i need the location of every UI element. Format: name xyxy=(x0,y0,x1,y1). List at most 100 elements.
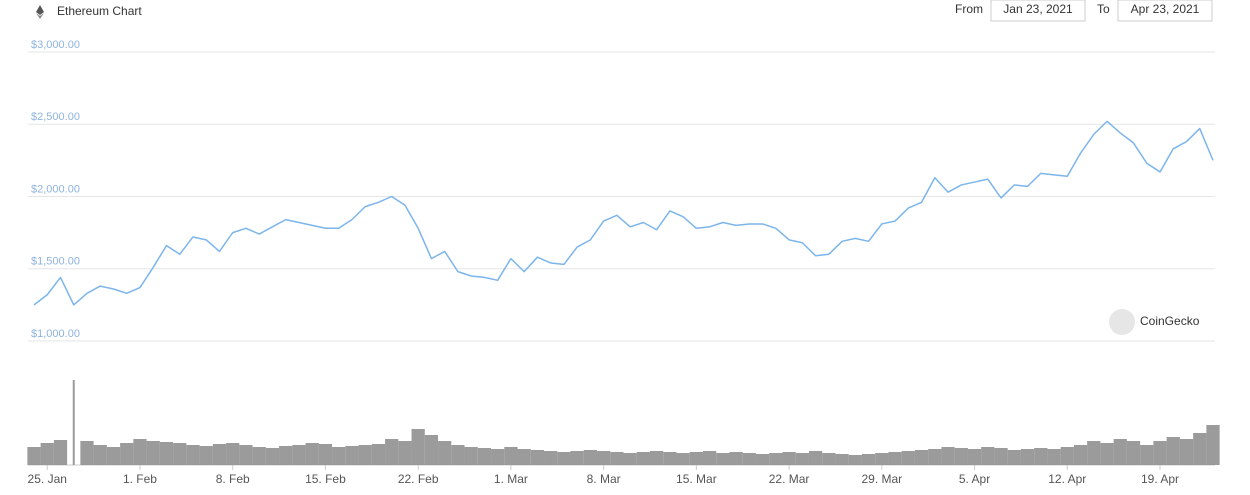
x-tick-label: 12. Apr xyxy=(1048,472,1086,486)
volume-bar xyxy=(610,452,624,465)
x-tick-label: 1. Mar xyxy=(494,472,528,486)
volume-bar xyxy=(570,451,584,465)
volume-bar xyxy=(199,446,213,465)
volume-bar xyxy=(332,447,346,465)
volume-bar xyxy=(901,451,915,465)
volume-bar xyxy=(40,443,54,465)
volume-bar xyxy=(1073,445,1088,465)
volume-bar xyxy=(557,452,571,465)
volume-bar xyxy=(769,453,783,465)
volume-bar xyxy=(1007,450,1021,465)
volume-bar xyxy=(146,441,160,465)
volume-bar xyxy=(861,454,876,465)
volume-bar xyxy=(689,452,703,465)
volume-bar xyxy=(517,449,531,465)
volume-bar xyxy=(795,453,809,465)
y-tick-label: $2,000.00 xyxy=(31,183,80,195)
volume-bar xyxy=(398,441,412,465)
x-tick-label: 8. Mar xyxy=(587,472,621,486)
from-date[interactable]: Jan 23, 2021 xyxy=(1003,2,1073,16)
volume-bar xyxy=(252,447,266,465)
volume-bar xyxy=(305,443,319,465)
volume-bar xyxy=(1126,441,1141,465)
volume-bar xyxy=(742,453,756,465)
volume-bar xyxy=(835,454,849,465)
volume-bar xyxy=(1087,441,1101,465)
volume-bar xyxy=(1100,443,1114,465)
volume-bar xyxy=(133,439,147,465)
chart-title: Ethereum Chart xyxy=(57,4,142,18)
volume-bar xyxy=(994,448,1008,465)
x-tick-label: 15. Mar xyxy=(676,472,717,486)
volume-bar xyxy=(676,453,690,465)
from-label: From xyxy=(955,2,983,16)
volume-bar xyxy=(597,451,611,465)
volume-bar xyxy=(451,445,465,465)
volume-bar xyxy=(345,446,359,465)
volume-bar xyxy=(159,442,174,465)
watermark-logo xyxy=(1109,309,1135,335)
volume-bar xyxy=(928,449,942,465)
volume-bar xyxy=(1060,447,1074,465)
x-tick-label: 22. Feb xyxy=(398,472,439,486)
volume-bar xyxy=(27,447,41,465)
volume-bar xyxy=(491,449,505,465)
volume-bar xyxy=(385,439,399,465)
volume-bar xyxy=(663,452,677,465)
x-tick-label: 22. Mar xyxy=(769,472,810,486)
volume-bar xyxy=(888,452,902,465)
y-tick-label: $1,000.00 xyxy=(31,328,80,340)
volume-bar xyxy=(358,445,372,465)
y-tick-label: $2,500.00 xyxy=(31,111,80,123)
x-tick-label: 8. Feb xyxy=(216,472,250,486)
volume-bar xyxy=(941,447,955,465)
volume-bar xyxy=(755,454,770,465)
volume-bar xyxy=(1113,439,1127,465)
volume-bar xyxy=(544,451,558,465)
volume-bar xyxy=(53,440,68,465)
volume-bar xyxy=(239,445,253,465)
volume-bar xyxy=(981,447,995,465)
volume-bar xyxy=(1020,449,1035,465)
volume-bar xyxy=(583,450,598,465)
volume-bar xyxy=(292,445,306,465)
x-tick-label: 15. Feb xyxy=(305,472,346,486)
x-tick-label: 29. Mar xyxy=(861,472,902,486)
x-tick-label: 1. Feb xyxy=(123,472,157,486)
volume-bar xyxy=(1140,445,1154,465)
to-label: To xyxy=(1097,2,1110,16)
volume-bar xyxy=(186,445,200,465)
volume-bar xyxy=(106,447,121,465)
volume-bar xyxy=(1166,437,1180,465)
volume-bar xyxy=(1047,449,1061,465)
x-tick-label: 25. Jan xyxy=(28,472,67,486)
volume-bar xyxy=(226,443,240,465)
volume-bar xyxy=(967,449,982,465)
volume-bar xyxy=(1034,448,1048,465)
volume-bar xyxy=(822,453,836,465)
volume-bar xyxy=(716,453,730,465)
volume-bar xyxy=(636,452,650,465)
x-tick-label: 19. Apr xyxy=(1141,472,1179,486)
volume-bar xyxy=(173,443,187,465)
volume-bar xyxy=(371,444,386,465)
volume-bar xyxy=(729,452,743,465)
volume-bar xyxy=(279,446,293,465)
volume-bar xyxy=(623,453,637,465)
volume-bar xyxy=(1153,441,1167,465)
volume-bar xyxy=(120,443,134,465)
volume-bar xyxy=(530,450,545,465)
eth-icon xyxy=(36,13,44,19)
volume-bar xyxy=(649,451,664,465)
from-input[interactable] xyxy=(990,0,1086,22)
x-tick-label: 5. Apr xyxy=(959,472,990,486)
to-date[interactable]: Apr 23, 2021 xyxy=(1131,2,1200,16)
eth-icon xyxy=(36,5,44,15)
volume-bar xyxy=(477,448,492,465)
volume-bar xyxy=(1193,433,1207,465)
to-input[interactable] xyxy=(1117,0,1213,22)
volume-bar xyxy=(72,380,75,465)
volume-bar xyxy=(954,448,968,465)
